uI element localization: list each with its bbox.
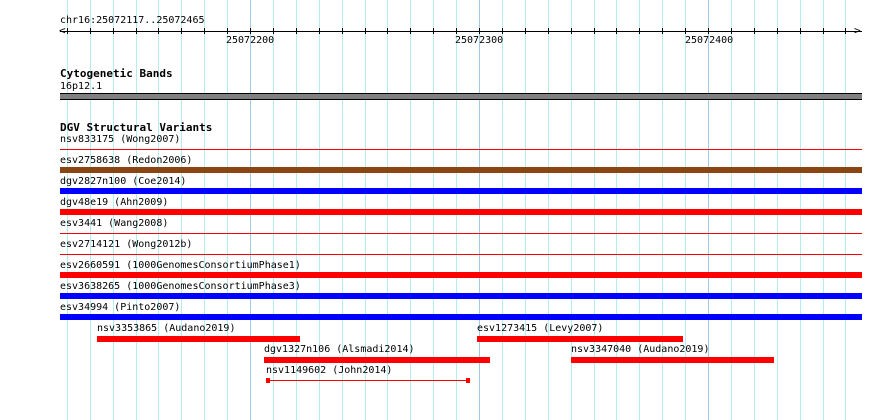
variant-bar[interactable]	[264, 357, 490, 363]
dgv-track-title: DGV Structural Variants	[60, 121, 213, 134]
ruler-tick	[525, 28, 526, 34]
scroll-left-arrow-icon[interactable]: <	[59, 24, 66, 37]
variant-bar[interactable]	[477, 336, 683, 342]
variant-bar[interactable]	[60, 149, 862, 150]
variant-bar[interactable]	[60, 209, 862, 215]
cytoband-bar[interactable]	[60, 93, 862, 100]
variant-label: dgv2827n100 (Coe2014)	[60, 176, 187, 187]
ruler-label: 25072400	[685, 35, 734, 46]
ruler-tick	[731, 28, 732, 34]
ruler-label: 25072200	[226, 35, 275, 46]
ruler-tick	[365, 28, 366, 34]
variant-label: esv2758638 (Redon2006)	[60, 155, 193, 166]
ruler-tick	[845, 28, 846, 34]
variant-label: esv3638265 (1000GenomesConsortiumPhase3)	[60, 281, 301, 292]
ruler-tick	[594, 28, 595, 34]
variant-bar[interactable]	[60, 293, 862, 299]
ruler-tick	[548, 28, 549, 34]
variant-end-marker[interactable]	[266, 378, 270, 383]
ruler-tick	[479, 28, 480, 34]
variant-bar[interactable]	[571, 357, 774, 363]
ruler-tick	[800, 28, 801, 34]
variant-label: nsv3353865 (Audano2019)	[97, 323, 236, 334]
variant-label: nsv833175 (Wong2007)	[60, 134, 181, 145]
variant-bar[interactable]	[60, 254, 862, 255]
ruler-tick	[823, 28, 824, 34]
ruler-tick	[342, 28, 343, 34]
ruler-tick	[319, 28, 320, 34]
cytogenetic-bands-title: Cytogenetic Bands	[60, 67, 173, 80]
ruler-tick	[571, 28, 572, 34]
variant-bar[interactable]	[60, 314, 862, 320]
ruler-tick	[158, 28, 159, 34]
ruler-tick	[67, 28, 68, 34]
ruler-tick	[90, 28, 91, 34]
ruler-tick	[273, 28, 274, 34]
ruler-tick	[227, 28, 228, 34]
ruler-tick	[410, 28, 411, 34]
ruler-tick	[639, 28, 640, 34]
variant-bar[interactable]	[60, 188, 862, 194]
ruler-tick	[708, 28, 709, 34]
variant-label: esv2660591 (1000GenomesConsortiumPhase1)	[60, 260, 301, 271]
variant-bar[interactable]	[60, 167, 862, 173]
variant-line[interactable]	[266, 380, 470, 381]
ruler-label: 25072300	[455, 35, 504, 46]
variant-bar[interactable]	[60, 233, 862, 234]
ruler-tick	[616, 28, 617, 34]
ruler-tick	[456, 28, 457, 34]
ruler-tick	[296, 28, 297, 34]
variant-label: esv2714121 (Wong2012b)	[60, 239, 193, 250]
ruler-tick	[433, 28, 434, 34]
ruler-tick	[113, 28, 114, 34]
ruler-tick	[777, 28, 778, 34]
variant-bar[interactable]	[97, 336, 300, 342]
ruler-tick	[502, 28, 503, 34]
ruler-tick	[250, 28, 251, 34]
variant-label: dgv48e19 (Ahn2009)	[60, 197, 169, 208]
ruler-tick	[387, 28, 388, 34]
variant-label: dgv1327n106 (Alsmadi2014)	[264, 344, 415, 355]
scroll-right-arrow-icon[interactable]: >	[854, 24, 861, 37]
cytoband-label: 16p12.1	[60, 81, 103, 92]
ruler-axis[interactable]	[60, 31, 862, 32]
ruler-tick	[181, 28, 182, 34]
ruler-tick	[204, 28, 205, 34]
ruler-tick	[754, 28, 755, 34]
variant-label: nsv3347040 (Audano2019)	[571, 344, 710, 355]
variant-label: esv1273415 (Levy2007)	[477, 323, 604, 334]
ruler-tick	[136, 28, 137, 34]
ruler-tick	[662, 28, 663, 34]
location-label: chr16:25072117..25072465	[60, 15, 205, 26]
ruler-tick	[685, 28, 686, 34]
variant-label: nsv1149602 (John2014)	[266, 365, 393, 376]
variant-bar[interactable]	[60, 272, 862, 278]
variant-label: esv3441 (Wang2008)	[60, 218, 169, 229]
variant-end-marker[interactable]	[466, 378, 470, 383]
variant-label: esv34994 (Pinto2007)	[60, 302, 181, 313]
